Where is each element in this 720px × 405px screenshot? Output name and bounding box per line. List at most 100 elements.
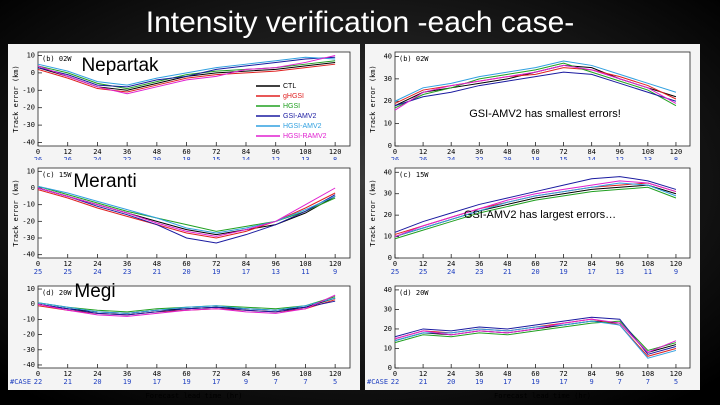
series-line [37,189,336,239]
x-tick-label: 36 [123,148,131,156]
x-tick-label: 36 [123,260,131,268]
x-tick-label: 96 [616,148,624,156]
case-count: 9 [674,268,678,276]
legend-label: HGSI-AMV2 [283,123,322,130]
series-line [37,185,336,232]
series-line [37,297,336,314]
case-count: 25 [63,268,71,276]
annotation: GSI-AMV2 has smallest errors! [469,108,621,120]
case-count: 19 [475,378,483,386]
x-tick-label: 96 [271,260,279,268]
case-count: 25 [419,268,427,276]
case-count: 5 [674,378,678,386]
case-count: 21 [153,268,161,276]
x-tick-label: 24 [447,148,455,156]
series-line [394,71,677,107]
series-line [394,186,677,240]
y-tick-label: -20 [22,217,35,225]
x-tick-label: 120 [670,370,683,378]
series-line [37,300,336,316]
storm-label: Nepartak [81,55,159,76]
x-tick-label: 24 [93,260,101,268]
y-tick-label: -30 [22,346,35,354]
y-tick-label: 40 [384,286,392,294]
series-line [37,185,336,234]
x-tick-label: 120 [329,148,342,156]
plot-area [37,285,351,369]
y-tick-label: 30 [384,75,392,83]
case-count: 23 [475,268,483,276]
case-count: 17 [587,268,595,276]
case-count: 17 [242,268,250,276]
x-tick-label: 0 [36,148,40,156]
storm-label: Megi [74,281,115,302]
y-tick-label: -10 [22,315,35,323]
x-tick-label: 24 [447,260,455,268]
legend-label: gHGSI [283,93,304,100]
plot-area [394,51,691,147]
case-count: 23 [123,268,131,276]
x-tick-label: 12 [63,370,71,378]
x-tick-label: 84 [587,260,595,268]
case-count: 22 [391,378,399,386]
x-tick-label: 120 [329,370,342,378]
panels: (b) 02W-40-30-20-10010026122624243622482… [8,44,700,400]
series-line [394,318,677,353]
y-axis-label: Track error (km) [369,179,377,246]
x-tick-label: 96 [271,148,279,156]
x-tick-label: 84 [587,148,595,156]
y-axis-label: Track error (km) [12,65,20,132]
x-tick-label: 12 [419,260,427,268]
y-tick-label: -10 [22,201,35,209]
x-tick-label: 48 [503,370,511,378]
x-tick-label: 60 [182,260,190,268]
case-count: 20 [93,378,101,386]
series-line [37,63,336,93]
series-line [37,56,336,86]
case-count: 20 [182,268,190,276]
x-tick-label: 72 [559,370,567,378]
y-tick-label: 10 [27,167,35,175]
x-axis-label: Forecast lead time (hr) [494,392,591,400]
legend-label: CTL [283,83,296,90]
x-tick-label: 0 [36,370,40,378]
series-line [394,320,677,359]
plot-area [394,167,691,259]
series-line [394,64,677,111]
case-count: 20 [447,378,455,386]
x-tick-label: 0 [393,260,397,268]
case-count: 21 [419,378,427,386]
case-count: 7 [303,378,307,386]
case-count: 25 [34,268,42,276]
x-tick-label: 84 [242,148,250,156]
x-tick-label: 96 [616,260,624,268]
x-tick-label: 72 [212,260,220,268]
case-count: 7 [646,378,650,386]
x-tick-label: 48 [153,370,161,378]
y-tick-label: 20 [384,325,392,333]
x-tick-label: 36 [475,370,483,378]
y-tick-label: 0 [388,142,392,150]
series-line [394,176,677,233]
y-tick-label: 0 [388,364,392,372]
case-count: 22 [34,378,42,386]
case-count: 19 [212,268,220,276]
x-tick-label: 72 [212,370,220,378]
case-count: 13 [271,268,279,276]
panel-label: (d) 20W [399,289,429,297]
y-tick-label: 30 [384,190,392,198]
panel-label: (b) 02W [42,55,72,63]
x-tick-label: 48 [153,148,161,156]
y-tick-label: 0 [31,300,35,308]
x-tick-label: 12 [63,148,71,156]
series-line [394,62,677,109]
x-tick-label: 60 [182,370,190,378]
case-count: 11 [644,268,652,276]
y-tick-label: 30 [384,305,392,313]
panel-label: (d) 20W [42,289,72,297]
x-tick-label: 24 [93,148,101,156]
series-line [394,67,677,104]
x-tick-label: 60 [531,148,539,156]
case-count: 19 [182,378,190,386]
